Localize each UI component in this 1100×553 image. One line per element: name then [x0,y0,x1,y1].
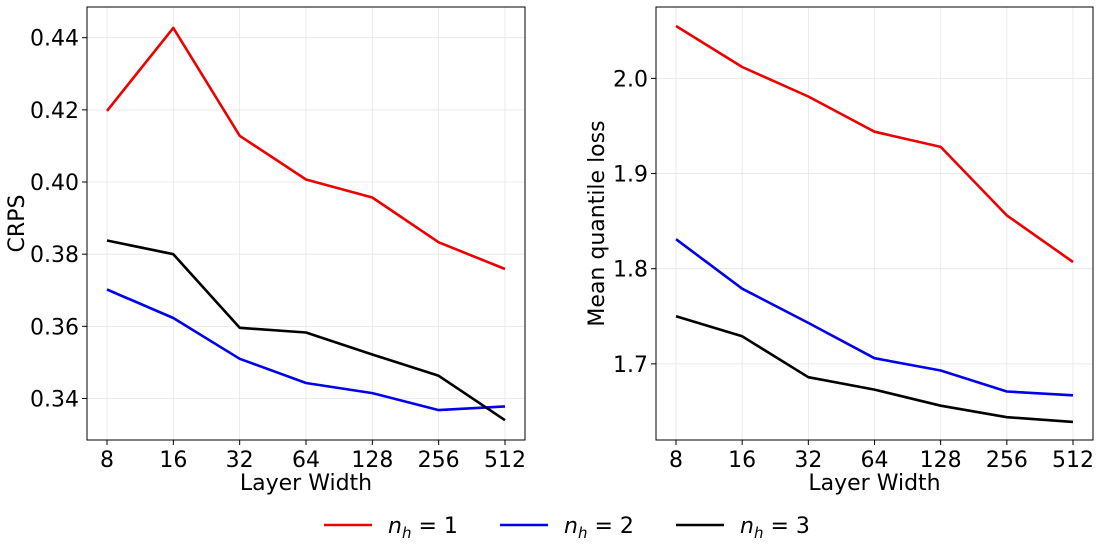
gridlines [87,7,525,440]
gridlines [656,7,1093,440]
legend-label-nh2: nh = 2 [564,514,634,542]
x-tick-label: 16 [159,448,187,473]
quantile-loss-panel: 8 16 32 64 128 256 512 1.7 1.8 1.9 2.0 Layer Width M… [585,6,1094,496]
legend-label-nh3: nh = 3 [740,514,810,542]
x-axis-label: Layer Width [808,471,940,496]
x-tick-label: 16 [728,448,756,473]
x-tick-label: 512 [484,448,526,473]
x-tick-label: 128 [920,448,962,473]
y-tick-label: 1.8 [613,258,648,283]
crps-panel: 8 16 32 64 128 256 512 0.34 0.36 0.38 0.40 0.42 0.44… [5,6,526,496]
series-line-nh3 [106,239,506,422]
series-line-nh2 [675,238,1074,397]
y-tick-label: 0.42 [30,99,79,124]
y-axis-label: Mean quantile loss [585,120,610,326]
x-tick-label: 256 [418,448,460,473]
series-line-nh3 [675,315,1074,424]
y-tick-label: 0.38 [30,243,79,268]
x-tick-label: 8 [669,448,683,473]
x-tick-label: 32 [794,448,822,473]
y-tick-label: 2.0 [613,67,648,92]
x-tick-label: 64 [292,448,320,473]
x-tick-label: 512 [1052,448,1094,473]
y-tick-label: 1.9 [613,163,648,188]
legend: nh = 1 nh = 2 nh = 3 [324,514,810,542]
x-tick-label: 64 [861,448,889,473]
x-tick-label: 32 [226,448,254,473]
series-line-nh1 [105,26,506,271]
x-tick-label: 128 [351,448,393,473]
y-tick-label: 0.34 [30,388,79,413]
y-axis-label: CRPS [5,195,30,253]
x-tick-label: 256 [986,448,1028,473]
x-tick-label: 8 [100,448,114,473]
y-tick-label: 1.7 [613,353,648,378]
y-tick-label: 0.36 [30,315,79,340]
legend-label-nh1: nh = 1 [388,514,458,542]
x-axis-label: Layer Width [240,471,372,496]
y-tick-label: 0.40 [30,171,79,196]
series-line-nh1 [675,24,1074,264]
y-tick-label: 0.44 [30,27,79,52]
series-line-nh2 [106,288,506,412]
